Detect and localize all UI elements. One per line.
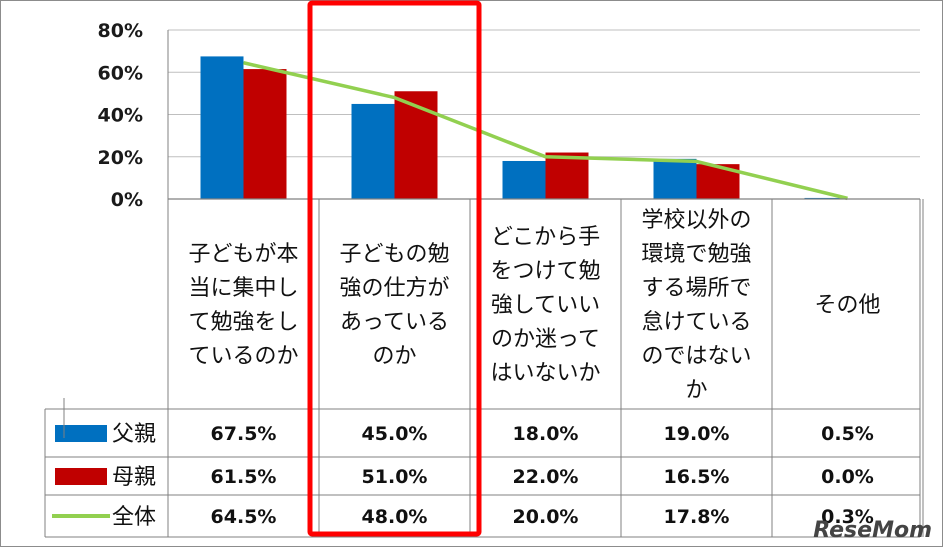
bar-mother: [545, 152, 589, 199]
highlight-box: [307, 0, 482, 537]
bar-father: [653, 158, 697, 199]
category-label: はいないか: [490, 361, 600, 386]
y-tick-label: 20%: [98, 147, 143, 169]
data-table-value: 0.0%: [821, 466, 874, 488]
data-table-value: 48.0%: [362, 506, 428, 528]
data-table-value: 0.3%: [821, 506, 874, 528]
data-table-value: 16.5%: [664, 466, 730, 488]
category-label: 子どもが本: [188, 242, 298, 267]
category-label: のではない: [641, 344, 751, 369]
y-tick-label: 0%: [111, 189, 143, 211]
data-table-value: 64.5%: [211, 506, 277, 528]
category-label: ているのか: [188, 344, 298, 369]
data-table-value: 18.0%: [513, 423, 579, 445]
data-table-value: 0.5%: [821, 423, 874, 445]
legend-key-father: [55, 425, 107, 442]
data-table-value: 20.0%: [513, 506, 579, 528]
bar-father: [502, 160, 546, 199]
data-table-value: 45.0%: [362, 423, 428, 445]
category-label: 強していい: [491, 293, 600, 318]
legend-label: 母親: [112, 465, 156, 490]
bar-mother: [394, 91, 438, 199]
category-label: 当に集中し: [188, 276, 298, 301]
legend-label: 父親: [112, 422, 156, 447]
legend-label: 全体: [112, 505, 156, 530]
category-label: のか迷って: [491, 327, 600, 352]
category-label: をつけて勉: [490, 259, 600, 284]
data-table-value: 19.0%: [664, 423, 730, 445]
resemom-logo: ReseMom: [813, 518, 932, 543]
data-table-value: 61.5%: [211, 466, 277, 488]
y-tick-label: 80%: [98, 20, 143, 42]
data-table-value: 17.8%: [664, 506, 730, 528]
data-table-value: 67.5%: [211, 423, 277, 445]
category-label: する場所で: [641, 276, 751, 301]
category-label: 学校以外の: [641, 208, 751, 233]
category-label: その他: [814, 293, 880, 318]
bar-father: [200, 56, 244, 199]
category-label: 環境で勉強: [641, 242, 751, 267]
category-label: あっている: [340, 310, 449, 335]
data-table-value: 22.0%: [513, 466, 579, 488]
bar-mother: [243, 69, 287, 199]
category-label: 強の仕方が: [339, 276, 449, 301]
category-label: のか: [372, 344, 416, 369]
data-table-value: 51.0%: [362, 466, 428, 488]
category-label: 怠けている: [641, 310, 751, 335]
line-overall: [243, 61, 848, 201]
legend-key-mother: [55, 468, 107, 485]
category-label: か: [685, 378, 707, 403]
category-label: て勉強をし: [188, 310, 298, 335]
y-tick-label: 60%: [98, 62, 143, 84]
category-label: 子どもの勉: [339, 242, 449, 267]
bar-father: [351, 103, 395, 199]
y-tick-label: 40%: [98, 105, 143, 127]
category-label: どこから手: [491, 225, 600, 250]
